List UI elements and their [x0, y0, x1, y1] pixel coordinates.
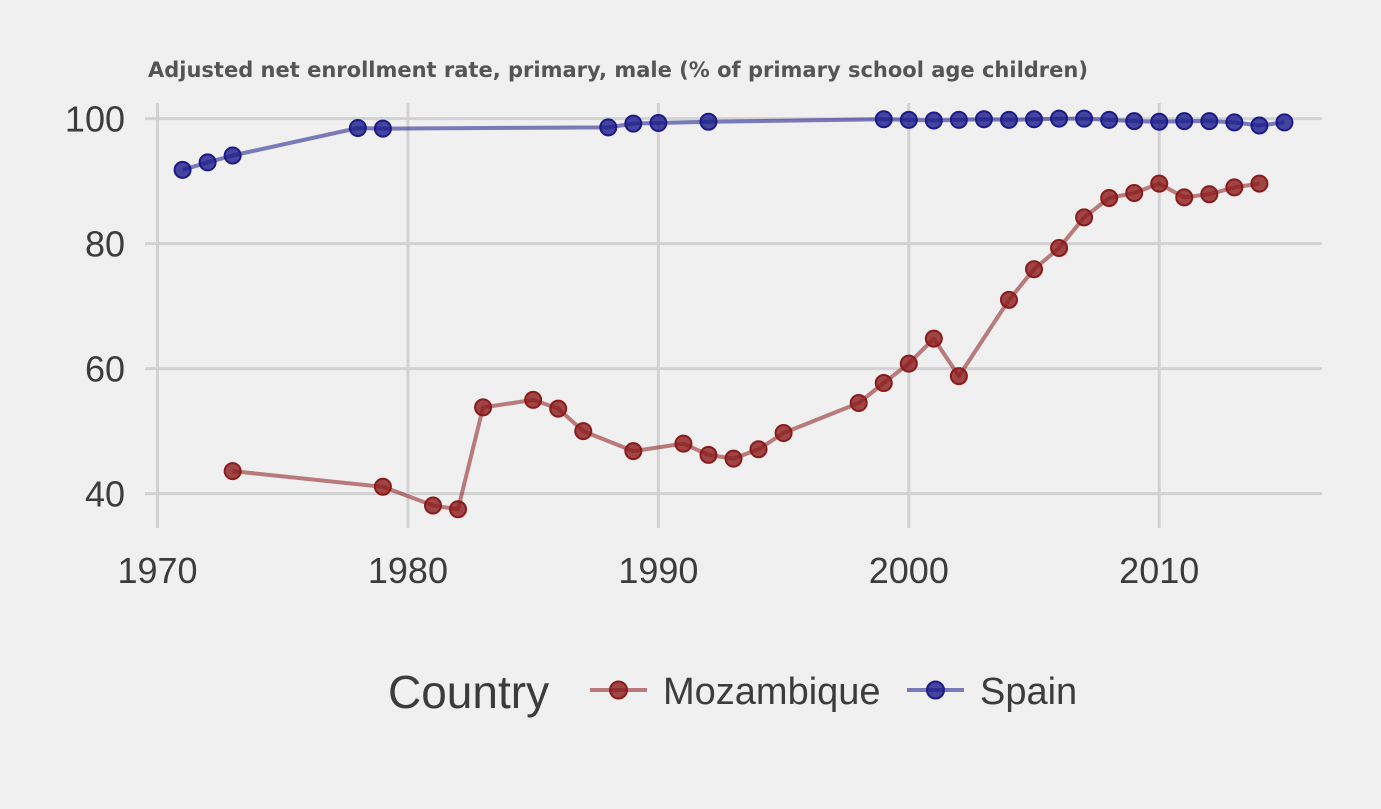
x-tick-label: 1970: [117, 550, 197, 591]
data-point: [1150, 174, 1169, 193]
y-tick-label: 100: [65, 99, 125, 140]
data-point: [674, 434, 693, 453]
data-point: [649, 114, 668, 132]
series-spain: [173, 109, 1294, 179]
data-point: [774, 424, 793, 442]
series-line: [232, 181, 1260, 512]
x-tick-label: 2010: [1119, 550, 1199, 591]
data-point: [624, 442, 643, 461]
data-point: [1025, 260, 1044, 279]
data-point: [1250, 116, 1269, 135]
y-tick-label: 40: [85, 474, 125, 515]
data-point: [574, 422, 593, 441]
data-point: [524, 390, 543, 409]
data-point: [849, 394, 868, 412]
data-point: [949, 110, 968, 129]
data-point: [699, 112, 718, 131]
data-point: [624, 114, 643, 133]
data-point: [449, 500, 468, 519]
x-axis-ticks: 1970 1980 1990 2000 2010: [117, 550, 1199, 591]
data-point: [949, 367, 968, 386]
series-layer: [173, 109, 1294, 519]
data-point: [1225, 113, 1244, 132]
series-mozambique: [223, 174, 1269, 519]
data-point: [1075, 109, 1094, 128]
data-point: [198, 153, 217, 172]
data-point: [474, 398, 493, 417]
x-tick-label: 2000: [869, 550, 949, 591]
data-point: [599, 118, 618, 137]
data-point: [1200, 185, 1219, 204]
data-point: [173, 160, 192, 179]
data-point: [1025, 110, 1044, 129]
x-tick-label: 1980: [368, 550, 448, 591]
data-point: [874, 110, 893, 129]
data-point: [999, 110, 1018, 129]
data-point: [223, 462, 242, 481]
legend-title: Country: [388, 666, 549, 718]
data-point: [1050, 239, 1069, 257]
data-point: [1225, 178, 1244, 197]
data-point: [1175, 188, 1194, 207]
y-tick-label: 60: [85, 349, 125, 390]
data-point: [749, 440, 768, 459]
data-point: [549, 399, 568, 418]
data-point: [1200, 112, 1219, 131]
data-point: [423, 496, 442, 515]
legend: Country Mozambique Spain: [388, 666, 1077, 718]
data-point: [1100, 110, 1119, 129]
data-point: [1275, 113, 1294, 132]
legend-item-mozambique: Mozambique: [590, 671, 881, 713]
y-axis-ticks: 40 60 80 100: [65, 99, 125, 515]
data-point: [223, 146, 242, 165]
data-point: [1100, 189, 1119, 207]
legend-label: Spain: [980, 671, 1077, 713]
data-point: [1150, 112, 1169, 131]
data-point: [724, 449, 743, 468]
data-point: [1125, 184, 1144, 202]
legend-key-point: [609, 680, 628, 700]
data-point: [1050, 109, 1069, 128]
data-point: [999, 290, 1018, 309]
series-line: [182, 116, 1285, 172]
data-point: [974, 110, 993, 129]
x-tick-label: 1990: [618, 550, 698, 591]
data-point: [899, 354, 918, 373]
data-point: [1175, 112, 1194, 131]
data-point: [1250, 174, 1269, 193]
legend-label: Mozambique: [663, 671, 881, 713]
data-point: [874, 374, 893, 392]
legend-key-point: [926, 680, 945, 700]
data-point: [924, 111, 943, 130]
data-point: [1125, 112, 1144, 131]
data-point: [348, 119, 367, 137]
data-point: [373, 119, 392, 138]
data-point: [699, 445, 718, 464]
data-point: [373, 477, 392, 496]
data-point: [1075, 208, 1094, 227]
data-point: [924, 329, 943, 348]
legend-item-spain: Spain: [907, 671, 1077, 713]
chart-title: Adjusted net enrollment rate, primary, m…: [148, 58, 1088, 82]
data-point: [899, 110, 918, 129]
y-tick-label: 80: [85, 224, 125, 265]
